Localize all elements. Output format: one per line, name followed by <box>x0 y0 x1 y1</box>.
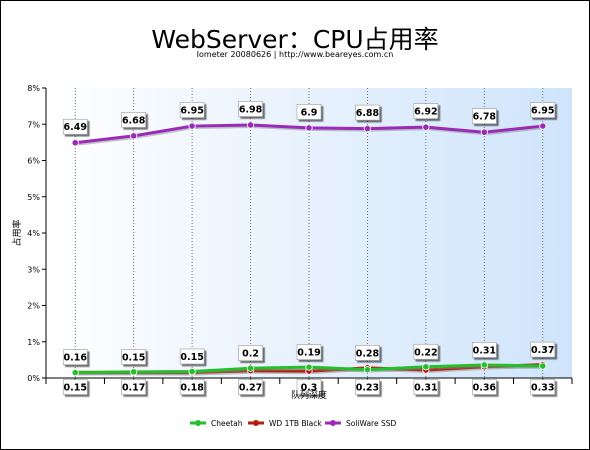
data-label: 6.68 <box>121 112 146 128</box>
data-label: 6.49 <box>62 118 88 135</box>
vertical-grid <box>74 88 544 378</box>
y-tick-label: 7% <box>27 120 40 129</box>
legend-item: Cheetah <box>190 419 243 428</box>
svg-text:0.31: 0.31 <box>473 345 496 356</box>
svg-text:Cheetah: Cheetah <box>211 419 243 428</box>
data-point <box>246 121 255 129</box>
data-point <box>363 366 372 374</box>
data-label: 6.95 <box>530 102 556 118</box>
chart-subtitle: Iometer 20080626 | http://www.beareyes.c… <box>196 50 394 59</box>
data-label: 0.31 <box>413 379 439 395</box>
y-axis-label: 占用率 <box>11 219 23 246</box>
svg-text:6.88: 6.88 <box>356 108 380 119</box>
data-point <box>71 368 79 377</box>
data-label: 0.18 <box>179 379 205 395</box>
data-label: 6.98 <box>238 101 263 117</box>
data-label: 0.19 <box>296 344 322 360</box>
y-tick-label: 6% <box>27 157 40 166</box>
data-point <box>422 123 430 131</box>
svg-text:0.23: 0.23 <box>356 383 379 394</box>
data-label: 0.16 <box>62 349 88 366</box>
svg-text:0.31: 0.31 <box>414 383 437 394</box>
svg-text:0.3: 0.3 <box>301 383 318 394</box>
data-point <box>363 125 372 133</box>
svg-text:0.22: 0.22 <box>414 347 437 358</box>
y-tick-label: 4% <box>27 229 40 238</box>
data-point <box>188 122 196 130</box>
data-point <box>188 367 196 376</box>
data-point <box>71 139 79 147</box>
svg-text:0.17: 0.17 <box>122 383 145 394</box>
data-label: 0.15 <box>62 379 88 395</box>
svg-text:0.2: 0.2 <box>242 349 259 360</box>
svg-text:0.15: 0.15 <box>122 352 145 363</box>
svg-text:6.95: 6.95 <box>180 106 203 117</box>
y-tick-label: 8% <box>27 84 40 93</box>
data-label: 0.27 <box>238 379 263 395</box>
data-label: 6.9 <box>296 104 322 120</box>
svg-text:0.27: 0.27 <box>239 383 262 394</box>
data-point <box>422 363 430 371</box>
data-label: 0.22 <box>413 343 439 360</box>
data-point <box>305 124 313 132</box>
data-point <box>246 364 255 372</box>
data-label: 0.28 <box>355 345 380 361</box>
svg-text:6.9: 6.9 <box>301 107 318 118</box>
svg-text:WD 1TB Black: WD 1TB Black <box>269 419 322 428</box>
svg-text:6.78: 6.78 <box>473 112 497 123</box>
data-point <box>480 361 488 369</box>
data-label: 6.95 <box>179 102 205 118</box>
svg-text:0.33: 0.33 <box>531 383 554 394</box>
x-axis-label: 队列深度 <box>291 389 327 401</box>
y-tick-label: 0% <box>27 374 40 383</box>
y-tick-label: 2% <box>27 302 40 311</box>
axes: 0% 1% 2% 3% 4% 5% 6% 7% 8% <box>27 84 573 384</box>
data-label: 0.31 <box>472 342 497 358</box>
data-label: 6.88 <box>355 104 380 121</box>
svg-text:0.36: 0.36 <box>473 383 497 394</box>
data-label: 0.17 <box>121 379 146 395</box>
legend: Cheetah WD 1TB Black SoliWare SSD <box>190 419 396 428</box>
data-label: 0.3 <box>296 379 322 395</box>
data-point <box>305 363 313 371</box>
svg-text:0.15: 0.15 <box>63 383 86 394</box>
data-label: 0.15 <box>179 348 205 365</box>
svg-text:0.28: 0.28 <box>356 348 380 359</box>
data-label: 0.2 <box>238 345 263 362</box>
svg-text:6.98: 6.98 <box>239 104 263 115</box>
svg-text:0.18: 0.18 <box>180 383 204 394</box>
data-point <box>539 362 547 370</box>
y-tick-label: 1% <box>27 338 40 347</box>
svg-text:6.95: 6.95 <box>531 106 554 117</box>
legend-item: SoliWare SSD <box>325 419 396 428</box>
data-label: 0.37 <box>530 341 556 358</box>
data-label: 6.78 <box>472 108 497 125</box>
svg-text:SoliWare SSD: SoliWare SSD <box>346 419 396 428</box>
data-point <box>480 128 488 136</box>
data-point <box>130 132 138 140</box>
data-point <box>130 368 138 376</box>
legend-item: WD 1TB Black <box>248 419 322 428</box>
data-label: 0.23 <box>355 379 380 395</box>
data-point <box>539 122 547 130</box>
series-lines <box>71 121 547 377</box>
data-label: 6.92 <box>413 103 439 119</box>
svg-text:0.16: 0.16 <box>63 353 87 364</box>
svg-text:6.92: 6.92 <box>414 107 437 118</box>
svg-text:0.15: 0.15 <box>180 352 203 363</box>
data-label: 0.33 <box>530 379 556 395</box>
data-label: 0.36 <box>472 379 497 395</box>
y-tick-label: 3% <box>27 265 40 274</box>
chart-title: WebServer：CPU占用率 <box>151 25 439 54</box>
data-labels: 6.49 0.16 0.15 6.68 0.15 0.17 6.95 0.15 0.18 6.98… <box>62 101 556 395</box>
svg-text:6.68: 6.68 <box>122 115 146 126</box>
data-label: 0.15 <box>121 349 146 365</box>
svg-text:0.19: 0.19 <box>297 348 320 359</box>
y-tick-label: 5% <box>27 193 40 202</box>
svg-text:0.37: 0.37 <box>531 345 554 356</box>
svg-text:6.49: 6.49 <box>63 122 86 133</box>
